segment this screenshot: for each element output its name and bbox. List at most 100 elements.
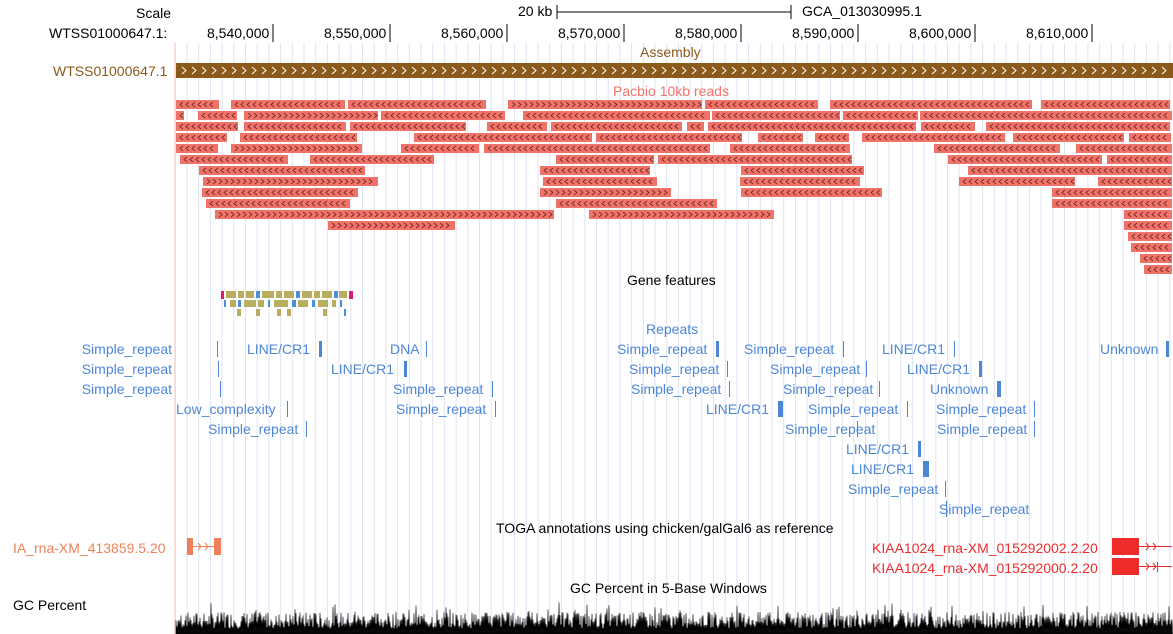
toga-transcript-label[interactable]: KIAA1024_rna-XM_015292002.2.20 [872,540,1098,556]
repeat-label: LINE/CR1 [331,361,394,377]
position-tick-label: 8,550,000 [324,25,387,41]
pacbio-read [589,210,774,219]
repeat-element: Unknown [930,381,1001,397]
repeat-element: Low_complexity [176,401,288,417]
repeat-label: Simple_repeat [939,501,1029,517]
repeat-element: Simple_repeat [393,381,493,397]
toga-right-transcript [1112,558,1172,575]
repeat-label: Simple_repeat [770,361,860,377]
position-tick-label: 8,610,000 [1026,25,1089,41]
repeat-label: Simple_repeat [629,361,719,377]
repeat-element: Simple_repeat [396,401,496,417]
pacbio-read [1128,232,1172,241]
pacbio-read [705,100,818,109]
pacbio-read [176,111,184,120]
repeat-element: LINE/CR1 [706,401,783,417]
pacbio-read [862,133,1005,142]
repeat-label: DNA [390,341,420,357]
pacbio-read [948,155,1102,164]
repeat-label: LINE/CR1 [882,341,945,357]
scale-bar-label: 20 kb [518,3,553,19]
repeat-label: Unknown [1100,341,1158,357]
pacbio-read [1107,155,1172,164]
pacbio-read [310,155,434,164]
pacbio-read [1013,133,1124,142]
repeat-element: LINE/CR1 [846,441,921,457]
repeats-left-label[interactable]: Simple_repeat [81,341,172,357]
pacbio-read [244,111,378,120]
repeat-element: Simple_repeat [785,421,875,437]
repeat-label: Simple_repeat [783,381,873,397]
pacbio-read [1098,177,1172,186]
repeat-element: LINE/CR1 [331,361,407,377]
gene-features-track-title: Gene features [627,272,716,288]
repeat-label: Unknown [930,381,988,397]
gene-features-cluster [221,291,353,316]
repeat-label: Simple_repeat [208,421,298,437]
pacbio-read [730,144,850,153]
position-tick-label: 8,580,000 [675,25,738,41]
pacbio-read [176,100,219,109]
gc-track-label[interactable]: GC Percent [13,597,87,613]
repeat-element [220,381,221,397]
pacbio-read [540,188,671,197]
pacbio-read [240,133,357,142]
pacbio-read [244,122,346,131]
repeats-left-label[interactable]: Simple_repeat [81,381,172,397]
assembly-feature [176,63,1173,78]
pacbio-read [830,100,1032,109]
pacbio-read [199,166,365,175]
pacbio-read [231,144,362,153]
pacbio-read [712,111,840,120]
repeat-label: LINE/CR1 [247,341,310,357]
pacbio-read [543,177,657,186]
pacbio-read [487,122,547,131]
pacbio-read [843,111,918,120]
pacbio-read [176,122,238,131]
scale-label: Scale [136,5,172,21]
repeat-label: LINE/CR1 [706,401,769,417]
repeat-element: Simple_repeat [939,501,1029,517]
toga-left-transcript [187,538,221,555]
repeat-label: Simple_repeat [808,401,898,417]
pacbio-read [741,166,864,175]
pacbio-read [348,100,486,109]
repeats-track-title: Repeats [646,321,699,337]
toga-left-label[interactable]: IA_rna-XM_413859.5.20 [13,540,166,556]
pacbio-read [687,122,704,131]
toga-transcript-label[interactable]: KIAA1024_rna-XM_015292000.2.20 [872,560,1098,576]
repeat-element: Unknown [1100,341,1169,357]
repeat-label: Simple_repeat [631,381,721,397]
pacbio-read [401,144,479,153]
position-tick-label: 8,570,000 [558,25,621,41]
pacbio-read [414,133,592,142]
pacbio-read [741,188,882,197]
toga-right-transcript [1112,538,1172,555]
repeat-element: Simple_repeat [848,481,946,497]
pacbio-read [203,177,378,186]
repeat-label: LINE/CR1 [846,441,909,457]
pacbio-read [556,199,717,208]
pacbio-read [920,111,1172,120]
repeat-element: Simple_repeat [936,401,1035,417]
repeat-element: LINE/CR1 [907,361,982,377]
gc-percent-wiggle [175,602,1173,634]
pacbio-read [708,122,916,131]
pacbio-read [508,100,702,109]
pacbio-read [328,221,455,230]
repeat-element: Simple_repeat [937,421,1035,437]
pacbio-read [1076,144,1172,153]
pacbio-read [815,133,849,142]
repeat-label: Simple_repeat [393,381,483,397]
repeat-label: LINE/CR1 [851,461,914,477]
gc-track-title: GC Percent in 5-Base Windows [570,580,767,596]
assembly-track-label[interactable]: WTSS01000647.1 [53,63,168,79]
pacbio-read [1052,199,1172,208]
position-tick-label: 8,540,000 [207,25,270,41]
repeat-element: DNA [390,341,427,357]
repeats-left-label[interactable]: Simple_repeat [81,361,172,377]
repeat-label: Simple_repeat [937,421,1027,437]
pacbio-read [921,122,975,131]
